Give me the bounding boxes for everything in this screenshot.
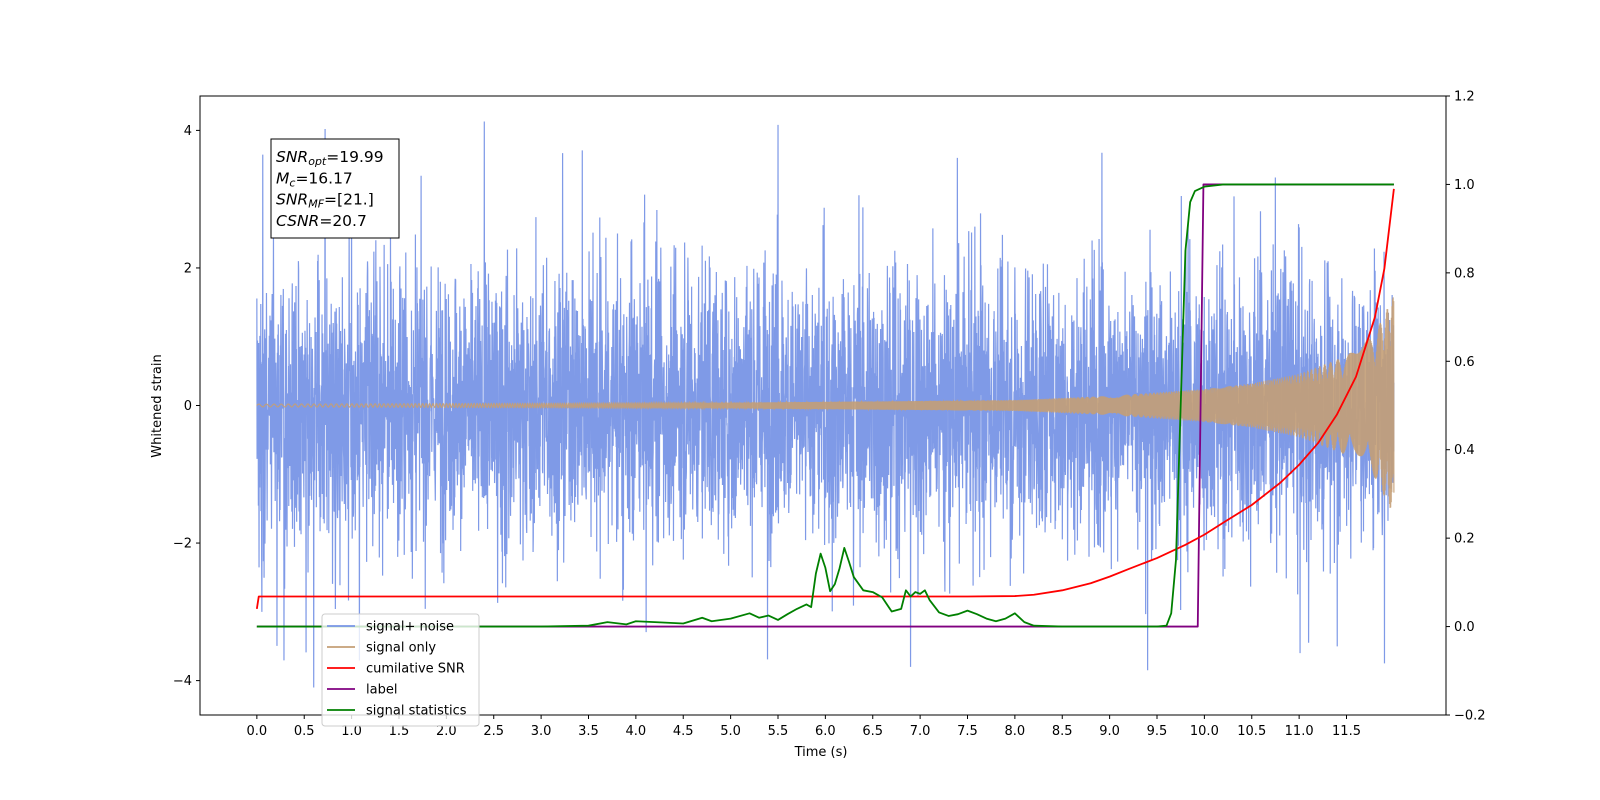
x-tick-label: 6.5	[862, 724, 883, 739]
x-tick-label: 2.0	[436, 724, 457, 739]
y-axis-left: −4 −2 0 2 4	[173, 124, 200, 689]
y-right-tick-label: 1.0	[1454, 178, 1475, 193]
x-tick-label: 10.0	[1190, 724, 1219, 739]
x-axis: 0.0 0.5 1.0 1.5 2.0 2.5 3.0 3.5 4.0 4.5 5.0 5.5 6.0 6…	[247, 715, 1361, 739]
x-tick-label: 8.0	[1005, 724, 1026, 739]
y-right-tick-label: 0.2	[1454, 532, 1475, 547]
y-axis-label: Whitened strain	[150, 354, 165, 457]
x-axis-label: Time (s)	[794, 745, 848, 760]
y-axis-right: −0.2 0.0 0.2 0.4 0.6 0.8 1.0 1.2	[1446, 90, 1486, 724]
x-tick-label: 1.5	[389, 724, 410, 739]
x-tick-label: 4.5	[673, 724, 694, 739]
y-right-tick-label: 1.2	[1454, 90, 1475, 105]
y-right-tick-label: 0.4	[1454, 443, 1475, 458]
x-tick-label: 5.0	[720, 724, 741, 739]
x-tick-label: 0.5	[294, 724, 315, 739]
x-tick-label: 6.0	[815, 724, 836, 739]
annotation-line: CSNR=20.7	[276, 212, 367, 230]
y-right-tick-label: 0.6	[1454, 355, 1475, 370]
legend: signal+ noise signal only cumilative SNR la…	[321, 613, 480, 727]
y-left-tick-label: 4	[184, 124, 192, 139]
legend-frame	[321, 613, 480, 727]
x-tick-label: 9.0	[1099, 724, 1120, 739]
series-line-signal-statistics	[256, 183, 1394, 628]
legend-label: label	[366, 683, 397, 698]
series-line-signal-only	[256, 297, 1395, 508]
legend-label: signal statistics	[366, 704, 467, 719]
annotation-frame	[270, 138, 400, 239]
y-right-tick-label: 0.8	[1454, 266, 1475, 281]
x-tick-label: 8.5	[1052, 724, 1073, 739]
x-tick-label: 11.0	[1285, 724, 1314, 739]
series-line-cumulative-snr	[255, 188, 1395, 610]
x-tick-label: 10.5	[1237, 724, 1266, 739]
y-left-tick-label: 2	[184, 261, 192, 276]
x-tick-label: 7.5	[957, 724, 978, 739]
x-tick-label: 4.0	[626, 724, 647, 739]
annotation-line: SNRopt=19.99	[276, 148, 384, 168]
annotation-line: SNRMF=[21.]	[276, 191, 374, 211]
x-tick-label: 5.5	[768, 724, 789, 739]
x-tick-label: 3.5	[578, 724, 599, 739]
y-left-tick-label: −4	[173, 674, 192, 689]
y-right-tick-label: −0.2	[1454, 709, 1486, 724]
y-left-tick-label: −2	[173, 537, 192, 552]
series-line-signal-noise	[256, 121, 1395, 688]
y-right-tick-label: 0.0	[1454, 620, 1475, 635]
series-layer	[255, 121, 1395, 688]
x-tick-label: 7.0	[910, 724, 931, 739]
x-tick-label: 3.0	[531, 724, 552, 739]
x-tick-label: 11.5	[1332, 724, 1361, 739]
x-tick-label: 1.0	[341, 724, 362, 739]
y-left-tick-label: 0	[184, 399, 192, 414]
x-tick-label: 2.5	[483, 724, 504, 739]
annotation-line: Mc=16.17	[276, 169, 353, 189]
x-tick-label: 9.5	[1147, 724, 1168, 739]
x-tick-label: 0.0	[247, 724, 268, 739]
legend-label: cumilative SNR	[366, 662, 465, 677]
legend-label: signal+ noise	[366, 620, 454, 635]
legend-label: signal only	[366, 641, 436, 656]
